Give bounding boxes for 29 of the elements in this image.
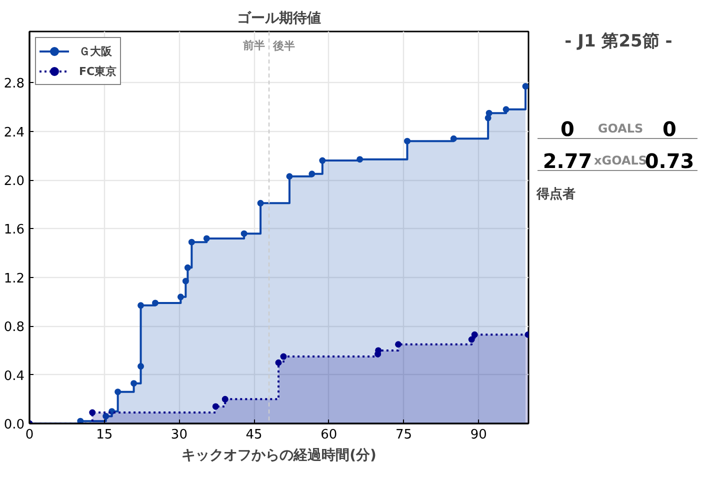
y-tick-label: 0.0 <box>4 418 25 432</box>
text: - J1 第25節 - <box>564 32 672 52</box>
x-axis-title: キックオフからの経過時間(分) <box>182 448 376 464</box>
text: 得点者 <box>536 186 576 202</box>
x-tick-label: 90 <box>470 428 487 442</box>
ref-line-label: 前半 <box>242 39 266 52</box>
text: 0.73 <box>644 149 694 173</box>
y-tick-label: 0.8 <box>4 320 25 336</box>
y-tick-label: 1.2 <box>4 271 25 286</box>
y-tick-label: 1.6 <box>4 222 25 238</box>
text: GOALS <box>598 122 644 136</box>
legend-label: FC東京 <box>79 64 117 78</box>
x-tick-label: 30 <box>170 428 188 442</box>
x-tick-label: 75 <box>395 428 412 442</box>
y-tick-label: 2.0 <box>4 174 25 190</box>
text: xGOALS <box>594 154 648 168</box>
chart-title: ゴール期待値 <box>237 10 321 26</box>
legend-label: Ｇ大阪 <box>79 44 112 58</box>
text: 0 <box>662 117 676 141</box>
text: 2.77 <box>542 149 592 173</box>
text: 0 <box>560 117 574 141</box>
x-tick-label: 45 <box>246 428 262 442</box>
annotation: 後半 <box>272 40 296 53</box>
y-tick-label: 0.4 <box>4 368 25 384</box>
x-tick-label: 60 <box>320 428 338 442</box>
y-tick-label: 2.8 <box>4 76 25 92</box>
x-tick-label: 15 <box>96 428 113 442</box>
x-tick-label: 0 <box>25 428 34 442</box>
y-tick-label: 2.4 <box>4 125 25 140</box>
